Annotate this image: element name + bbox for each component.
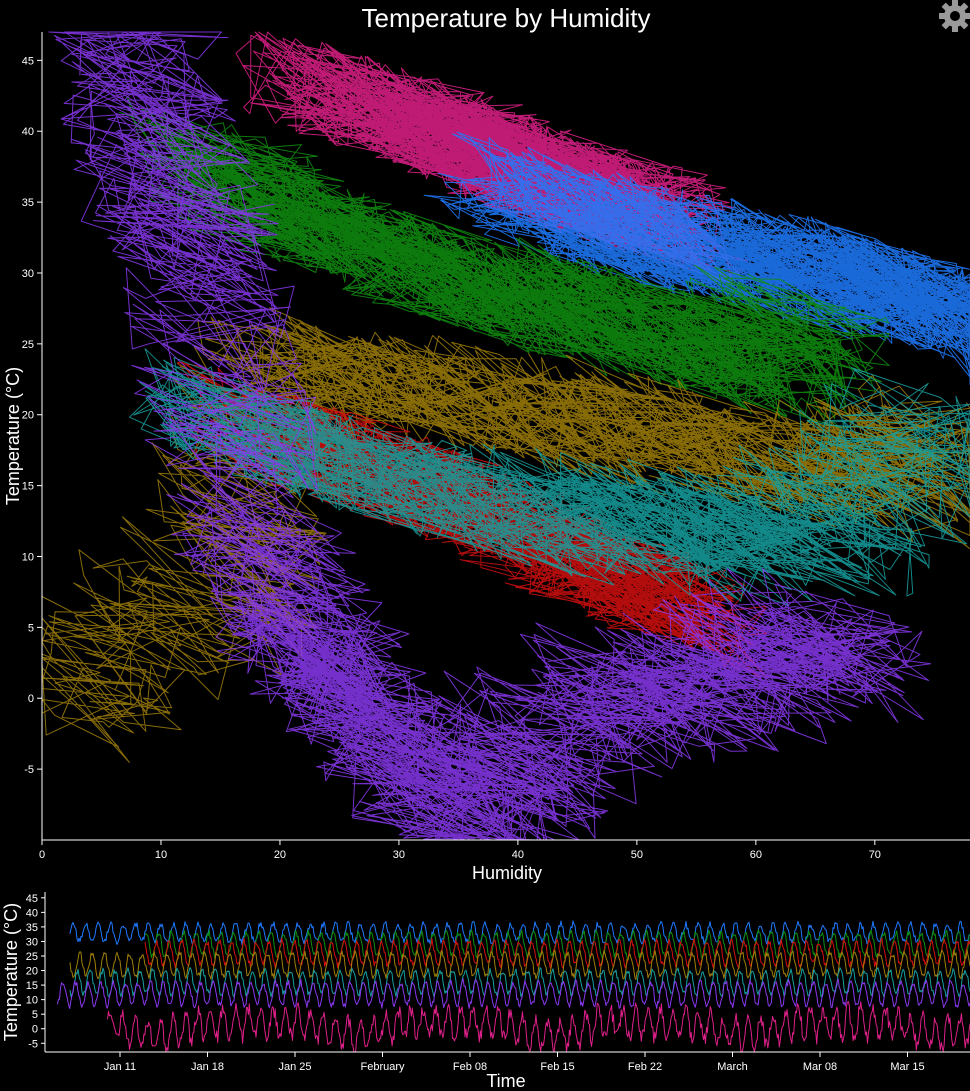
series-line-0	[235, 31, 749, 284]
time-x-tick-label: Feb 08	[453, 1061, 487, 1073]
time-y-tick-label: 0	[32, 1024, 38, 1036]
time-y-tick-label: 5	[32, 1009, 38, 1021]
y-tick-label: 15	[22, 481, 34, 493]
y-tick-label: 5	[28, 622, 34, 634]
time-y-tick-label: 25	[26, 951, 38, 963]
x-axis-ticks: 0 10 20 30 40 50 60 70	[39, 840, 881, 861]
x-tick-label: 30	[393, 849, 405, 861]
y-tick-label: -5	[24, 764, 34, 776]
time-x-tick-label: Mar 15	[890, 1061, 924, 1073]
chart-title: Temperature by Humidity	[362, 3, 651, 33]
time-y-tick-label: -5	[28, 1038, 38, 1050]
time-y-tick-label: 10	[26, 995, 38, 1007]
time-x-tick-label: March	[717, 1061, 748, 1073]
y-tick-label: 10	[22, 551, 34, 563]
y-tick-label: 0	[28, 693, 34, 705]
y-axis-ticks: -5 0 5 10 15 20 25 30 35 40 45	[22, 55, 42, 776]
time-series-line-2	[144, 937, 970, 969]
time-series-line-6	[107, 1001, 970, 1053]
time-series-line-3	[69, 949, 970, 980]
x-tick-label: 50	[631, 849, 643, 861]
time-y-tick-label: 35	[26, 922, 38, 934]
time-x-tick-label: Jan 18	[191, 1061, 224, 1073]
y-tick-label: 20	[22, 410, 34, 422]
time-x-tick-label: Jan 25	[278, 1061, 311, 1073]
time-y-tick-label: 45	[26, 893, 38, 905]
time-y-axis-ticks: -5 0 5 10 15 20 25 30 35 40 45	[26, 893, 45, 1050]
time-x-axis-label: Time	[486, 1071, 525, 1091]
x-tick-label: 0	[39, 849, 45, 861]
y-tick-label: 45	[22, 55, 34, 67]
time-y-axis-label: Temperature (°C)	[1, 903, 21, 1041]
series-line-2	[119, 96, 890, 429]
time-x-axis-ticks: Jan 11 Jan 18 Jan 25 February Feb 08 Feb 15 Fe…	[104, 1052, 925, 1073]
time-y-tick-label: 15	[26, 980, 38, 992]
x-tick-label: 20	[274, 849, 286, 861]
gear-icon[interactable]	[939, 0, 970, 32]
series-line-5	[129, 348, 970, 606]
time-chart: -5 0 5 10 15 20 25 30 35 40 45 Jan 11 Jan 18 Jan 25 F…	[1, 892, 970, 1091]
time-x-tick-label: Feb 22	[628, 1061, 662, 1073]
x-tick-label: 70	[869, 849, 881, 861]
series-line-6	[48, 31, 932, 841]
y-tick-label: 40	[22, 126, 34, 138]
time-series-line-1	[144, 929, 970, 960]
main-chart: Temperature by Humidity -5 0 5 10 15 20 25 30 35…	[3, 3, 970, 883]
time-x-tick-label: February	[360, 1061, 405, 1073]
time-x-tick-label: Feb 15	[540, 1061, 574, 1073]
time-series-line-4	[69, 967, 970, 998]
time-series-line-0	[69, 920, 970, 945]
y-tick-label: 35	[22, 197, 34, 209]
time-x-tick-label: Mar 08	[803, 1061, 837, 1073]
time-series-group	[57, 920, 970, 1053]
time-y-tick-label: 30	[26, 936, 38, 948]
x-axis-label: Humidity	[472, 863, 542, 883]
main-series-group	[41, 31, 970, 841]
time-x-tick-label: Jan 11	[104, 1061, 136, 1073]
x-tick-label: 10	[155, 849, 167, 861]
series-line-1	[423, 131, 970, 386]
x-tick-label: 60	[750, 849, 762, 861]
time-y-tick-label: 20	[26, 966, 38, 978]
y-tick-label: 30	[22, 268, 34, 280]
time-series-line-5	[57, 978, 970, 1009]
y-axis-label: Temperature (°C)	[3, 367, 23, 505]
time-y-tick-label: 40	[26, 907, 38, 919]
x-tick-label: 40	[512, 849, 524, 861]
y-tick-label: 25	[22, 339, 34, 351]
